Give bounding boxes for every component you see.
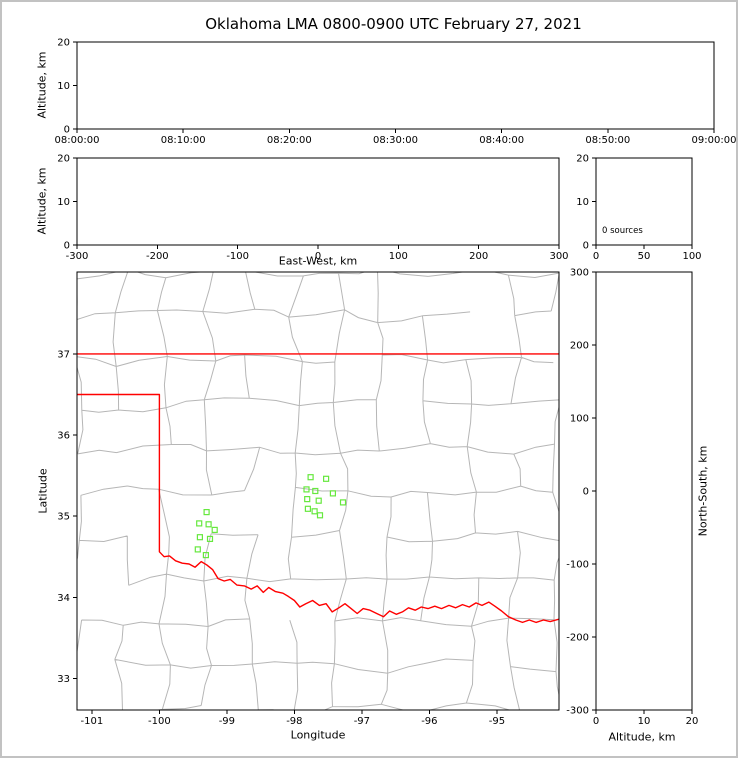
y-tick-label: -100 [566, 560, 589, 571]
lma-station-marker [203, 509, 210, 516]
time-height-panel-frame [76, 41, 715, 130]
x-tick-label: 50 [638, 251, 651, 262]
y-tick-label: 10 [57, 197, 70, 208]
y-tick-label: 33 [57, 674, 70, 685]
y-tick-label: 36 [57, 431, 70, 442]
map-layer [77, 272, 559, 710]
x-tick-label: 09:00:00 [692, 135, 736, 146]
y-tick-label: -300 [566, 706, 589, 717]
lma-station-marker [307, 474, 314, 481]
x-tick-label: 08:30:00 [373, 135, 418, 146]
east-west-x-axis-label: East-West, km [278, 254, 358, 268]
x-tick-label: -99 [219, 716, 235, 727]
y-tick-label: -200 [566, 633, 589, 644]
plan-view-map-frame-top [76, 271, 560, 711]
lma-station-marker [206, 535, 214, 543]
x-tick-label: 08:40:00 [479, 135, 524, 146]
map-y-axis-label: Latitude [36, 468, 50, 514]
lma-station-marker [304, 505, 311, 512]
x-tick-label: 300 [549, 251, 568, 262]
y-tick-label: 300 [570, 268, 589, 279]
state-border [77, 393, 559, 624]
y-tick-label: 0 [583, 241, 589, 252]
x-tick-label: -98 [286, 716, 302, 727]
lma-station-marker [339, 499, 347, 506]
x-tick-label: -96 [421, 716, 437, 727]
y-tick-label: 200 [570, 341, 589, 352]
x-tick-label: 20 [686, 716, 699, 727]
x-tick-label: 10 [638, 716, 651, 727]
y-tick-label: 0 [64, 241, 70, 252]
x-tick-label: 08:00:00 [55, 135, 100, 146]
x-tick-label: 08:10:00 [161, 135, 206, 146]
north-south-y-axis-label: North-South, km [696, 445, 710, 537]
x-tick-label: -101 [80, 716, 103, 727]
x-tick-label: -200 [146, 251, 169, 262]
east-west-height-panel-frame [76, 157, 560, 246]
x-tick-label: 08:50:00 [585, 135, 630, 146]
lma-station-marker [323, 475, 330, 482]
x-tick-label: 0 [593, 716, 599, 727]
lma-station-marker [211, 526, 218, 534]
lma-station-marker [205, 521, 212, 528]
lma-station-marker [304, 496, 311, 503]
east-west-y-axis-label: Altitude, km [35, 167, 49, 235]
x-tick-label: -300 [66, 251, 89, 262]
x-tick-label: 0 [315, 251, 321, 262]
time-height-y-axis-label: Altitude, km [35, 51, 49, 119]
lma-station-marker [315, 497, 322, 504]
y-tick-label: 34 [57, 593, 70, 604]
lma-station-marker [312, 487, 319, 495]
figure-title: Oklahoma LMA 0800-0900 UTC February 27, … [205, 15, 582, 33]
county-lines [77, 272, 559, 710]
y-tick-label: 0 [64, 125, 70, 136]
y-tick-label: 37 [57, 349, 70, 360]
lma-station-marker [196, 520, 203, 527]
map-x-axis-label: Longitude [290, 728, 346, 742]
x-tick-label: 08:20:00 [267, 135, 312, 146]
y-tick-label: 0 [583, 487, 589, 498]
y-tick-label: 20 [576, 154, 589, 165]
y-tick-label: 10 [57, 81, 70, 92]
x-tick-label: -97 [354, 716, 370, 727]
lma-station-marker [194, 546, 201, 553]
lma-station-marker [202, 551, 209, 559]
x-tick-label: -100 [226, 251, 249, 262]
source-count-annotation: 0 sources [602, 226, 643, 236]
x-tick-label: 0 [593, 251, 599, 262]
lma-station-marker [329, 490, 336, 497]
lma-station-marker [311, 508, 318, 515]
x-tick-label: -95 [489, 716, 505, 727]
y-tick-label: 10 [576, 197, 589, 208]
north-south-altitude-panel-frame [595, 271, 693, 711]
lma-station-marker [303, 486, 310, 493]
x-tick-label: 200 [469, 251, 488, 262]
y-tick-label: 20 [57, 38, 70, 49]
y-tick-label: 35 [57, 512, 70, 523]
lma-station-marker [196, 534, 203, 541]
y-tick-label: 100 [570, 414, 589, 425]
y-tick-label: 20 [57, 154, 70, 165]
x-tick-label: 100 [389, 251, 408, 262]
north-south-x-axis-label: Altitude, km [608, 730, 676, 744]
x-tick-label: -100 [148, 716, 171, 727]
lma-station-marker [316, 512, 324, 519]
x-tick-label: 100 [682, 251, 701, 262]
